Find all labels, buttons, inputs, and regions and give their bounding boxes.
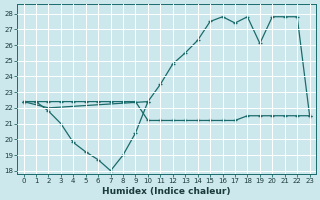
X-axis label: Humidex (Indice chaleur): Humidex (Indice chaleur) — [102, 187, 231, 196]
